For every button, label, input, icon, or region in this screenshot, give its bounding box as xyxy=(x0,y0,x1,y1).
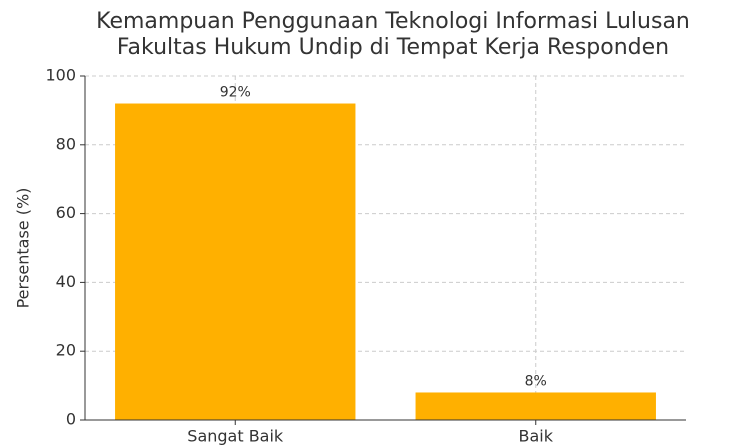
chart-title: Kemampuan Penggunaan Teknologi Informasi… xyxy=(96,9,690,34)
y-tick-label: 40 xyxy=(56,272,76,291)
x-tick-label: Sangat Baik xyxy=(187,427,284,446)
y-tick-label: 80 xyxy=(56,134,76,153)
y-axis-label: Persentase (%) xyxy=(14,188,33,309)
chart-title: Fakultas Hukum Undip di Tempat Kerja Res… xyxy=(117,35,669,60)
value-label: 92% xyxy=(220,85,251,101)
y-tick-label: 60 xyxy=(56,203,76,222)
x-tick-label: Baik xyxy=(519,427,554,446)
value-label: 8% xyxy=(525,373,547,389)
y-tick-label: 20 xyxy=(56,341,76,360)
y-tick-label: 0 xyxy=(66,410,76,429)
y-tick-label: 100 xyxy=(45,66,76,85)
bar xyxy=(415,392,656,420)
bar xyxy=(115,103,356,421)
